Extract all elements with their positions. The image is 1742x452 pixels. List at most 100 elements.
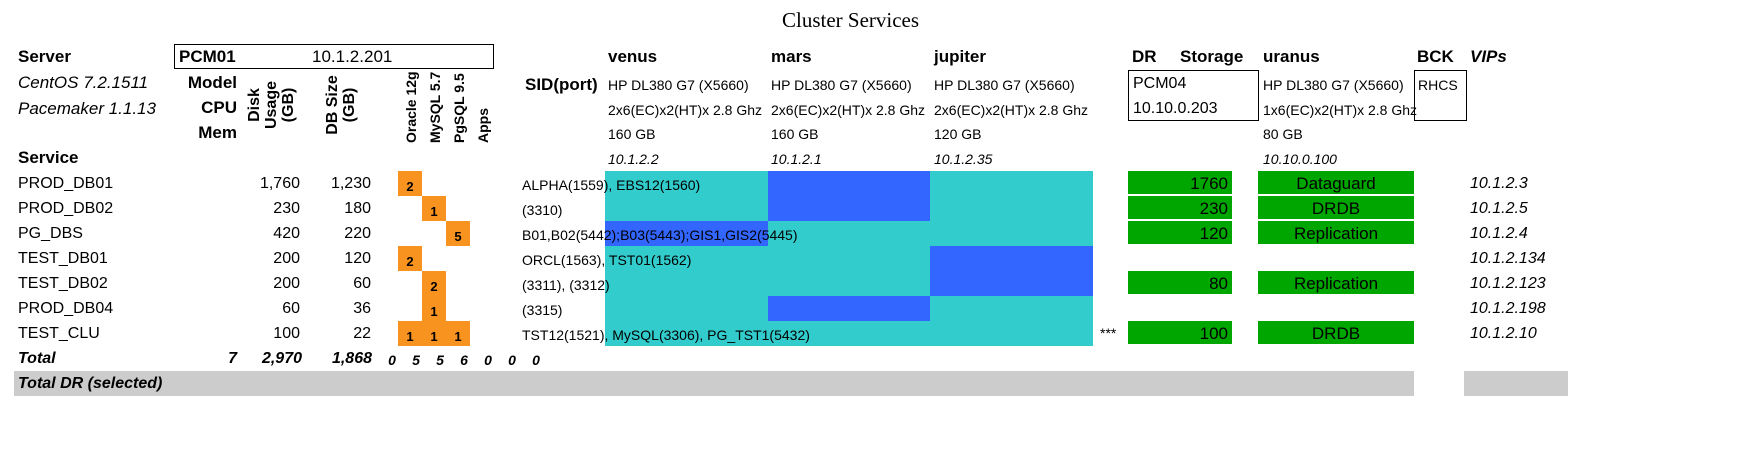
vip-value: 10.1.2.134 [1470,250,1546,267]
sid-port-value: ORCL(1563), TST01(1562) [522,252,692,268]
service-name: PG_DBS [18,225,83,242]
db-size-value: 36 [353,300,371,317]
model-label: Model [187,73,237,92]
dr-site-ip: 10.10.0.203 [1133,100,1218,117]
active-node-cell [768,196,930,221]
total-app-count: 0 [508,352,516,368]
dr-method-value: Replication [1258,221,1414,244]
vip-value: 10.1.2.198 [1470,300,1546,317]
vips-label: VIPs [1470,47,1507,66]
node-model: HP DL380 G7 (X5660) [934,77,1075,93]
disk-usage-value: 230 [273,200,300,217]
server-label: Server [18,47,71,66]
app-instance-count: 1 [422,196,446,221]
node-name: jupiter [934,47,986,66]
disk-usage-header: Disk Usage (GB) [246,80,297,130]
app-column-header: MySQL 5.7 [427,71,443,143]
pacemaker-version: Pacemaker 1.1.13 [18,99,156,118]
total-app-count: 5 [412,352,420,368]
sid-port-value: ALPHA(1559), EBS12(1560) [522,177,701,193]
cluster-box [174,44,494,69]
dr-storage-value: 230 [1128,196,1232,219]
total-disk: 2,970 [261,350,302,367]
vip-value: 10.1.2.5 [1470,200,1528,217]
dr-method-value: Replication [1258,271,1414,294]
db-size-value: 220 [344,225,371,242]
disk-usage-value: 200 [273,250,300,267]
service-label: Service [18,148,79,167]
sid-port-value: (3311), (3312) [522,277,610,293]
service-marker: *** [1100,325,1117,341]
cluster-name: PCM01 [179,47,236,66]
vip-value: 10.1.2.123 [1470,275,1546,292]
service-name: TEST_CLU [18,325,100,342]
sid-port-label: SID(port) [525,75,598,94]
node-cpu: 2x6(EC)x2(HT)x 2.8 Ghz [608,102,763,118]
node-cpu: 1x6(EC)x2(HT)x 2.8 Ghz [1263,102,1418,118]
active-node-cell [768,171,930,196]
app-column-header: Apps [475,108,491,143]
app-instance-count: 2 [422,271,446,296]
active-node-cell [930,271,1093,296]
cluster-ip: 10.1.2.201 [312,47,393,66]
total-dr-vip-bar [1464,371,1568,396]
dr-storage-value: 100 [1128,321,1232,344]
disk-usage-value: 1,760 [259,175,300,192]
vip-value: 10.1.2.3 [1470,175,1528,192]
app-instance-count: 1 [422,296,446,321]
active-node-cell [930,246,1093,271]
total-app-count: 5 [436,352,444,368]
active-node-cell [768,296,930,321]
app-instance-count: 1 [446,321,470,346]
cpu-label: CPU [201,98,237,117]
dr-storage-value: 120 [1128,221,1232,244]
active-node-cell [605,221,768,246]
disk-usage-value: 200 [273,275,300,292]
node-model: HP DL380 G7 (X5660) [1263,77,1404,93]
dr-method-value: DRDB [1258,321,1414,344]
mem-label: Mem [198,123,237,142]
dr-storage-value: 80 [1128,271,1232,294]
app-instance-count: 2 [398,171,422,196]
disk-usage-value: 420 [273,225,300,242]
node-name: uranus [1263,47,1320,66]
dr-method-value: Dataguard [1258,171,1414,194]
dr-site-name: PCM04 [1133,75,1187,92]
node-ip: 10.1.2.35 [934,151,993,167]
sid-port-value: B01,B02(5442);B03(5443);GIS1,GIS2(5445) [522,227,798,243]
service-name: PROD_DB02 [18,200,114,217]
app-instance-count: 5 [446,221,470,246]
app-column-header: PgSQL 9.5 [451,73,467,143]
total-app-count: 0 [388,352,396,368]
node-model: HP DL380 G7 (X5660) [608,77,749,93]
total-count: 7 [228,350,237,367]
total-app-count: 6 [460,352,468,368]
page-title: Cluster Services [782,8,920,32]
node-cpu: 2x6(EC)x2(HT)x 2.8 Ghz [771,102,926,118]
sid-port-value: TST12(1521), MySQL(3306), PG_TST1(5432) [522,327,810,343]
total-dr-bar [14,371,1414,396]
sid-port-value: (3315) [522,302,563,318]
dr-label: DR [1132,47,1157,66]
service-name: TEST_DB01 [18,250,108,267]
app-instance-count: 1 [398,321,422,346]
total-dr-label: Total DR (selected) [18,375,163,392]
total-db: 1,868 [331,350,372,367]
node-cpu: 2x6(EC)x2(HT)x 2.8 Ghz [934,102,1089,118]
disk-usage-value: 100 [273,325,300,342]
node-ip: 10.1.2.2 [608,151,659,167]
bck-box [1414,70,1467,121]
bck-label: BCK [1417,47,1454,66]
app-instance-count: 2 [398,246,422,271]
db-size-value: 180 [344,200,371,217]
service-name: PROD_DB04 [18,300,114,317]
venus-band [605,171,768,346]
dr-storage-value: 1760 [1128,171,1232,194]
db-size-value: 22 [353,325,371,342]
vip-value: 10.1.2.4 [1470,225,1528,242]
total-app-count: 0 [532,352,540,368]
node-ip: 10.1.2.1 [771,151,822,167]
storage-label: Storage [1180,47,1244,66]
node-mem: 160 GB [771,126,819,142]
dr-method-value: DRDB [1258,196,1414,219]
